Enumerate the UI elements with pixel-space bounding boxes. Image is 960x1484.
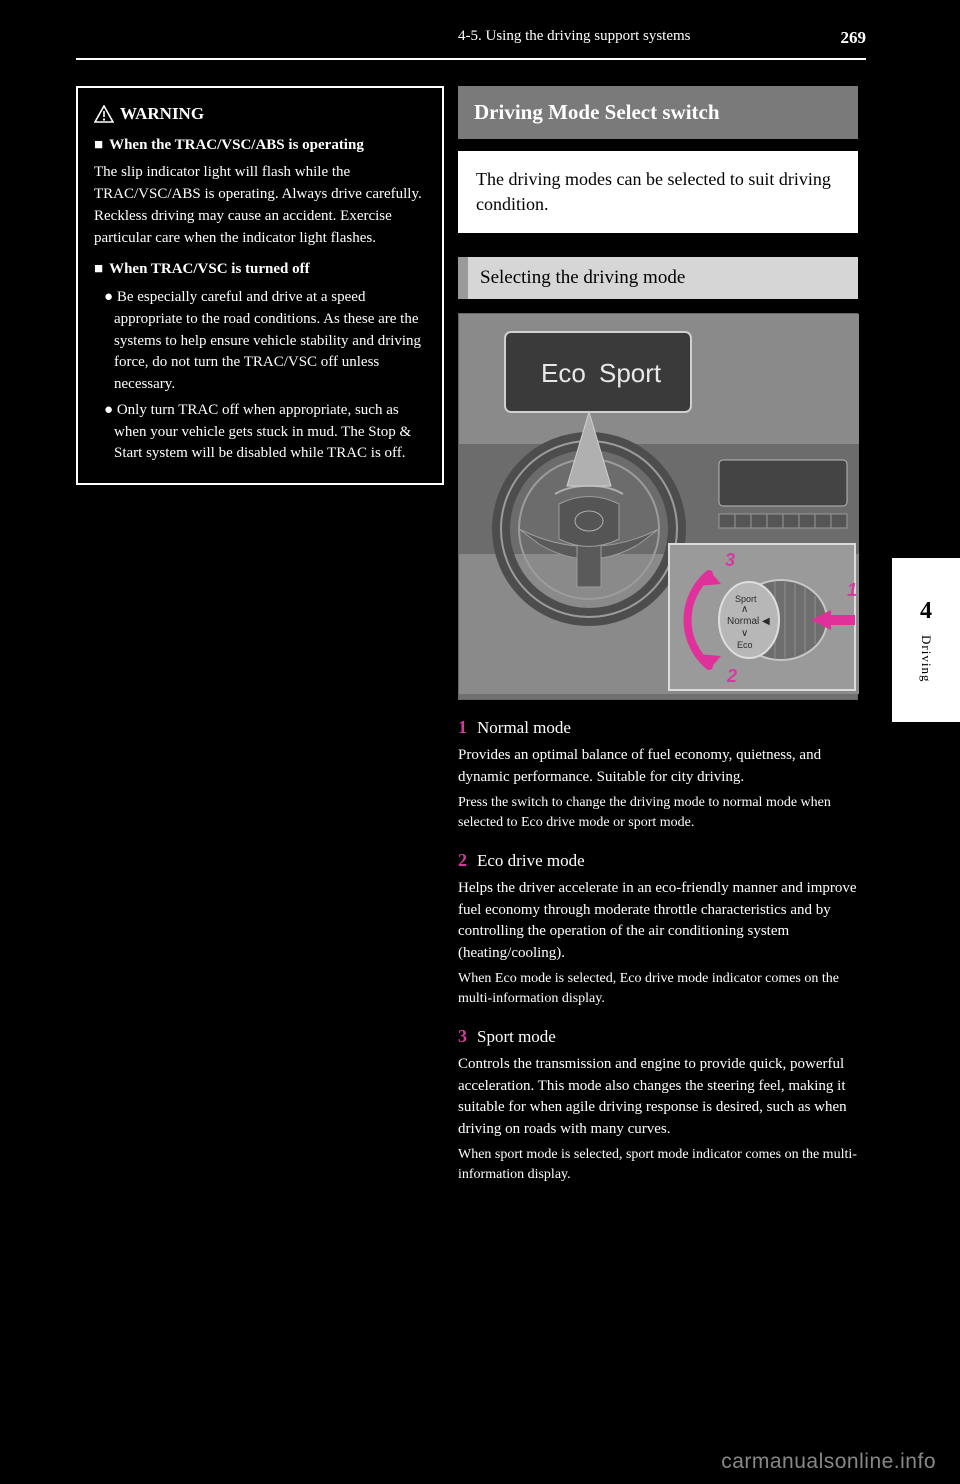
subsection-header: Selecting the driving mode — [458, 257, 858, 299]
intro-box: The driving modes can be selected to sui… — [458, 151, 858, 233]
mode-body: Helps the driver accelerate in an eco-fr… — [458, 878, 858, 965]
warning-box: WARNING When the TRAC/VSC/ABS is operati… — [76, 86, 444, 485]
svg-text:Normal ◀: Normal ◀ — [727, 616, 770, 627]
driving-mode-figure: Eco Sport Sport ∧ Normal ◀ ∨ Eco — [458, 313, 858, 700]
mode-body: Controls the transmission and engine to … — [458, 1054, 858, 1141]
svg-text:Eco: Eco — [737, 640, 753, 650]
svg-text:∧: ∧ — [741, 604, 748, 615]
section-label: Driving — [918, 635, 934, 682]
mode-number: 2 — [458, 850, 467, 870]
warning-icon — [94, 105, 114, 123]
popup-eco-label: Eco — [541, 358, 586, 388]
mode-note: Press the switch to change the driving m… — [458, 793, 858, 834]
popup-sport-label: Sport — [599, 358, 662, 388]
section-tab: 4 Driving — [892, 558, 960, 722]
warning-bullet: ● Be especially careful and drive at a s… — [94, 287, 426, 396]
svg-text:1: 1 — [847, 580, 857, 600]
warning-subhead-2: When TRAC/VSC is turned off — [94, 259, 426, 281]
svg-text:Sport: Sport — [735, 594, 757, 604]
list-item: 1 Normal mode Provides an optimal balanc… — [458, 714, 858, 833]
mode-title: Sport mode — [477, 1027, 556, 1046]
mode-list: 1 Normal mode Provides an optimal balanc… — [458, 714, 858, 1185]
warning-title-text: WARNING — [120, 102, 204, 127]
mode-number: 3 — [458, 1026, 467, 1046]
mode-title: Eco drive mode — [477, 851, 585, 870]
mode-body: Provides an optimal balance of fuel econ… — [458, 745, 858, 789]
list-item: 3 Sport mode Controls the transmission a… — [458, 1023, 858, 1185]
mode-title: Normal mode — [477, 718, 571, 737]
warning-body-1: The slip indicator light will flash whil… — [94, 162, 426, 249]
svg-text:3: 3 — [725, 550, 735, 570]
page-number: 269 — [841, 28, 867, 48]
list-item: 2 Eco drive mode Helps the driver accele… — [458, 847, 858, 1009]
right-column: Driving Mode Select switch The driving m… — [458, 86, 858, 1200]
section-number: 4 — [920, 598, 932, 625]
mode-note: When Eco mode is selected, Eco drive mod… — [458, 969, 858, 1010]
warning-bullet: ● Only turn TRAC off when appropriate, s… — [94, 400, 426, 465]
mode-number: 1 — [458, 717, 467, 737]
svg-text:2: 2 — [726, 666, 737, 686]
watermark: carmanualsonline.info — [721, 1450, 936, 1474]
left-column: WARNING When the TRAC/VSC/ABS is operati… — [76, 86, 444, 485]
warning-bullet-text: Be especially careful and drive at a spe… — [114, 289, 421, 392]
warning-title: WARNING — [94, 102, 426, 127]
breadcrumb: 4-5. Using the driving support systems — [458, 28, 691, 45]
warning-subhead-1: When the TRAC/VSC/ABS is operating — [94, 135, 426, 157]
warning-bullet-text: Only turn TRAC off when appropriate, suc… — [114, 402, 411, 462]
svg-text:∨: ∨ — [741, 628, 748, 639]
section-header: Driving Mode Select switch — [458, 86, 858, 139]
top-rule — [76, 58, 866, 60]
mode-note: When sport mode is selected, sport mode … — [458, 1145, 858, 1186]
